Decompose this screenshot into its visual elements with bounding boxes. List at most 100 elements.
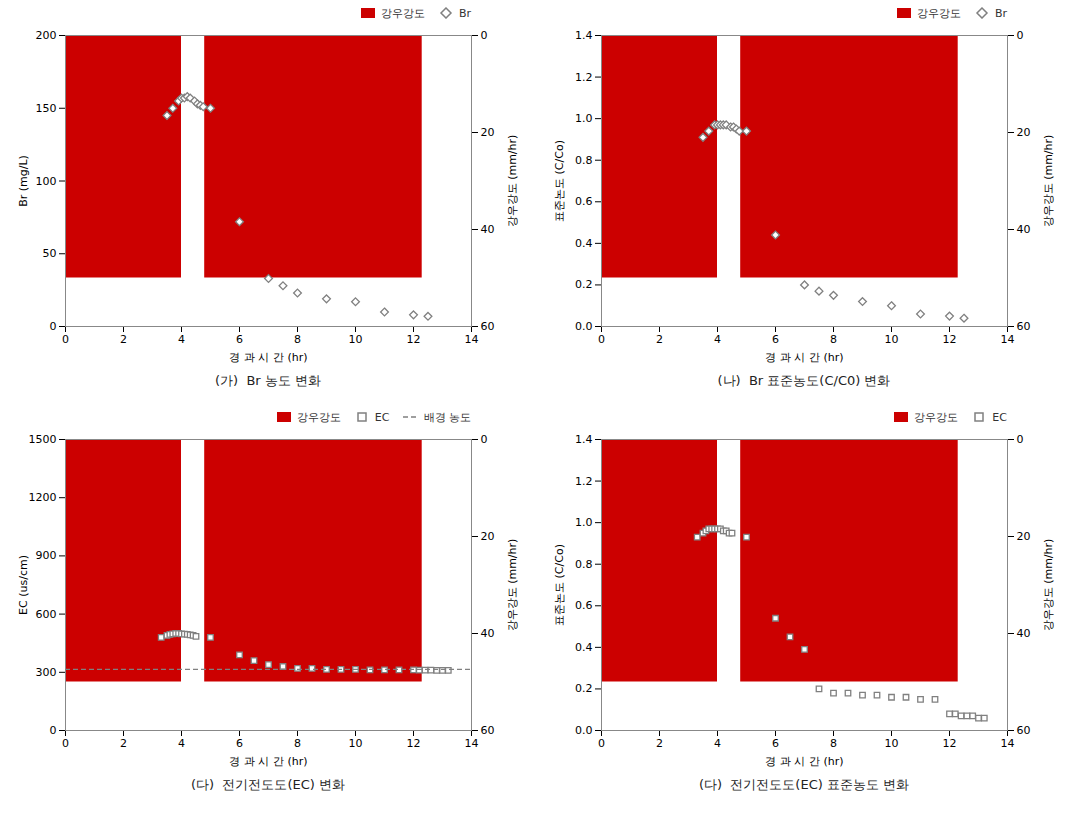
- svg-text:8: 8: [830, 333, 837, 346]
- svg-text:12: 12: [943, 737, 957, 750]
- svg-text:강우강도 (mm/hr): 강우강도 (mm/hr): [1042, 135, 1055, 228]
- svg-text:60: 60: [481, 724, 495, 737]
- html-text:(다) 전기전도도(EC) 변화: (다) 전기전도도(EC) 변화: [191, 777, 345, 792]
- svg-text:50: 50: [43, 247, 57, 260]
- svg-text:경 과 시 간 (hr): 경 과 시 간 (hr): [765, 351, 843, 364]
- svg-text:8: 8: [294, 333, 301, 346]
- svg-text:6: 6: [236, 737, 243, 750]
- svg-text:0.2: 0.2: [575, 278, 593, 291]
- html-text:(가) Br 농도 변화: (가) Br 농도 변화: [215, 373, 321, 388]
- svg-text:14: 14: [1001, 737, 1015, 750]
- svg-text:12: 12: [407, 737, 421, 750]
- svg-text:6: 6: [772, 737, 779, 750]
- html-text:강우강도: 강우강도: [916, 6, 961, 20]
- svg-text:0: 0: [62, 737, 69, 750]
- svg-text:900: 900: [36, 549, 57, 562]
- html-text:배경 농도: 배경 농도: [423, 410, 471, 424]
- svg-text:6: 6: [236, 333, 243, 346]
- svg-text:10: 10: [885, 737, 899, 750]
- html-text:강우강도: 강우강도: [296, 410, 341, 424]
- svg-text:100: 100: [36, 175, 57, 188]
- svg-text:10: 10: [349, 333, 363, 346]
- html-text:강우강도: 강우강도: [914, 410, 959, 424]
- svg-text:0.2: 0.2: [575, 682, 593, 695]
- svg-text:8: 8: [294, 737, 301, 750]
- svg-text:20: 20: [481, 126, 495, 139]
- html-text:Br: Br: [458, 6, 471, 20]
- svg-text:강우강도 (mm/hr): 강우강도 (mm/hr): [1042, 539, 1055, 632]
- svg-text:1500: 1500: [29, 433, 57, 446]
- svg-text:4: 4: [178, 333, 185, 346]
- svg-text:1.4: 1.4: [575, 433, 593, 446]
- svg-text:4: 4: [714, 737, 721, 750]
- svg-text:0.8: 0.8: [575, 154, 593, 167]
- svg-text:14: 14: [1001, 333, 1015, 346]
- svg-text:2: 2: [120, 333, 127, 346]
- svg-text:60: 60: [1017, 724, 1031, 737]
- svg-text:8: 8: [830, 737, 837, 750]
- html-text:강우강도: 강우강도: [380, 6, 425, 20]
- svg-text:EC (us/cm): EC (us/cm): [17, 555, 30, 615]
- svg-text:0: 0: [598, 333, 605, 346]
- svg-text:경 과 시 간 (hr): 경 과 시 간 (hr): [229, 351, 307, 364]
- svg-text:4: 4: [178, 737, 185, 750]
- svg-text:0: 0: [50, 724, 57, 737]
- svg-text:300: 300: [36, 666, 57, 679]
- svg-text:12: 12: [407, 333, 421, 346]
- svg-text:0.6: 0.6: [575, 599, 593, 612]
- svg-text:0: 0: [598, 737, 605, 750]
- html-text:EC: EC: [374, 410, 390, 424]
- svg-text:Br (mg/L): Br (mg/L): [17, 155, 30, 207]
- html-text:EC: EC: [992, 410, 1007, 424]
- svg-text:1.4: 1.4: [575, 29, 593, 42]
- svg-text:2: 2: [656, 737, 663, 750]
- svg-text:10: 10: [349, 737, 363, 750]
- svg-text:20: 20: [1017, 126, 1031, 139]
- svg-text:0.0: 0.0: [575, 320, 593, 333]
- svg-text:경 과 시 간 (hr): 경 과 시 간 (hr): [765, 755, 843, 768]
- html-text:(나) Br 표준농도(C/C0) 변화: (나) Br 표준농도(C/C0) 변화: [717, 373, 891, 388]
- svg-text:6: 6: [772, 333, 779, 346]
- svg-text:0: 0: [481, 29, 488, 42]
- svg-text:14: 14: [465, 333, 479, 346]
- svg-text:1.2: 1.2: [575, 475, 593, 488]
- svg-text:10: 10: [885, 333, 899, 346]
- svg-text:1.2: 1.2: [575, 71, 593, 84]
- svg-text:200: 200: [36, 29, 57, 42]
- svg-text:0: 0: [1017, 29, 1024, 42]
- html-text:(다) 전기전도도(EC) 표준농도 변화: (다) 전기전도도(EC) 표준농도 변화: [698, 777, 909, 792]
- svg-text:4: 4: [714, 333, 721, 346]
- svg-text:경 과 시 간 (hr): 경 과 시 간 (hr): [229, 755, 307, 768]
- svg-text:2: 2: [120, 737, 127, 750]
- svg-text:0: 0: [1017, 433, 1024, 446]
- svg-text:40: 40: [1017, 627, 1031, 640]
- svg-text:0: 0: [62, 333, 69, 346]
- svg-text:14: 14: [465, 737, 479, 750]
- svg-text:강우강도 (mm/hr): 강우강도 (mm/hr): [506, 539, 519, 632]
- svg-text:표준논도 (C/Co): 표준논도 (C/Co): [553, 544, 566, 626]
- svg-text:0.4: 0.4: [575, 237, 593, 250]
- svg-text:60: 60: [1017, 320, 1031, 333]
- svg-text:0.6: 0.6: [575, 195, 593, 208]
- svg-text:표준논도 (C/Co): 표준논도 (C/Co): [553, 140, 566, 222]
- svg-text:600: 600: [36, 608, 57, 621]
- svg-text:150: 150: [36, 102, 57, 115]
- svg-text:1.0: 1.0: [575, 112, 593, 125]
- svg-text:0.0: 0.0: [575, 724, 593, 737]
- svg-text:40: 40: [1017, 223, 1031, 236]
- svg-text:1.0: 1.0: [575, 516, 593, 529]
- svg-text:1200: 1200: [29, 491, 57, 504]
- html-text:Br: Br: [994, 6, 1007, 20]
- svg-text:20: 20: [1017, 530, 1031, 543]
- svg-text:40: 40: [481, 627, 495, 640]
- svg-text:2: 2: [656, 333, 663, 346]
- svg-text:0.8: 0.8: [575, 558, 593, 571]
- svg-text:12: 12: [943, 333, 957, 346]
- svg-text:40: 40: [481, 223, 495, 236]
- svg-text:0: 0: [50, 320, 57, 333]
- svg-text:강우강도 (mm/hr): 강우강도 (mm/hr): [506, 135, 519, 228]
- svg-text:0.4: 0.4: [575, 641, 593, 654]
- svg-text:0: 0: [481, 433, 488, 446]
- svg-text:20: 20: [481, 530, 495, 543]
- svg-text:60: 60: [481, 320, 495, 333]
